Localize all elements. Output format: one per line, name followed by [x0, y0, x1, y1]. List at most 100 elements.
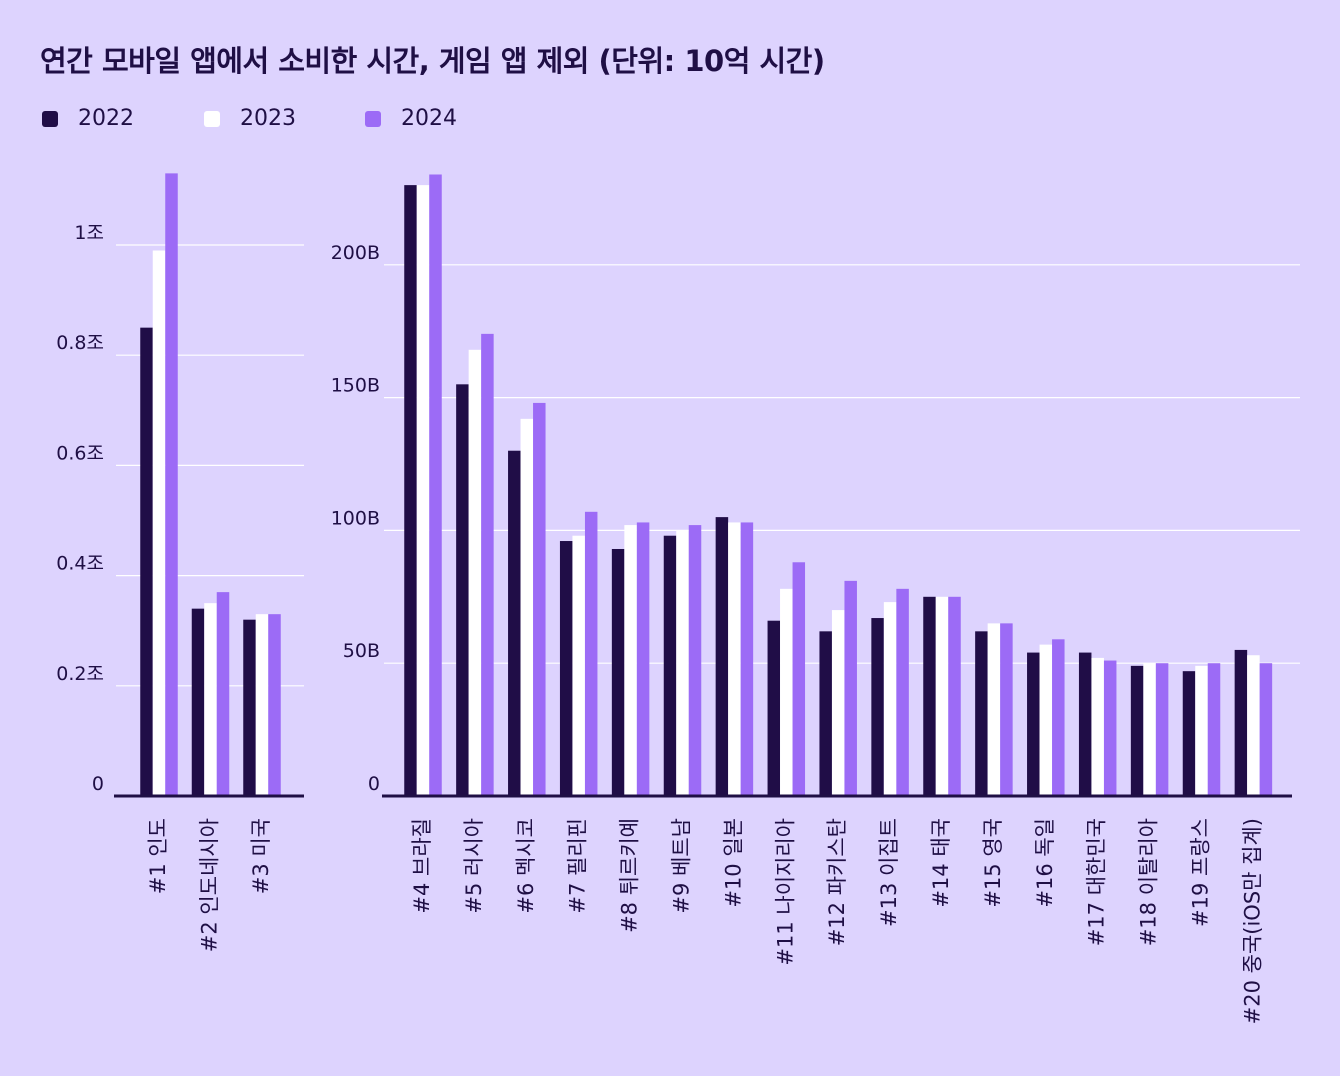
x-category-label: #19 프랑스 — [1189, 818, 1213, 927]
y-tick-label: 200B — [331, 242, 380, 264]
bar-2022-2 — [508, 450, 521, 796]
bar-2022-15 — [1182, 671, 1196, 796]
bar-2022-16 — [1234, 649, 1248, 796]
x-category-label: #14 태국 — [929, 818, 953, 908]
bar-2023-2 — [255, 614, 269, 796]
bar-2024-0 — [429, 174, 442, 797]
bar-2022-0 — [404, 185, 417, 796]
x-category-label: #9 베트남 — [670, 818, 694, 914]
x-category-label: #4 브라질 — [410, 818, 434, 914]
x-category-label: #7 필리핀 — [566, 818, 590, 914]
bar-2022-7 — [767, 620, 781, 796]
bar-2023-2 — [520, 418, 534, 796]
bar-2022-13 — [1078, 652, 1092, 796]
bar-2022-2 — [243, 619, 256, 796]
bar-2024-11 — [1000, 623, 1013, 796]
x-category-label: #2 인도네시아 — [198, 818, 222, 952]
y-tick-label: 0 — [368, 773, 380, 795]
legend-label-2024: 2024 — [401, 106, 457, 131]
bar-2023-8 — [831, 610, 845, 796]
bar-2023-9 — [883, 602, 897, 796]
bar-2024-1 — [481, 333, 494, 796]
bar-2024-7 — [792, 562, 806, 796]
bar-2023-13 — [1091, 657, 1104, 796]
bar-2023-0 — [416, 185, 430, 796]
bar-2024-2 — [268, 614, 281, 796]
x-category-label: #5 러시아 — [462, 818, 486, 914]
bar-2022-3 — [559, 541, 573, 796]
x-category-label: #6 멕시코 — [514, 818, 538, 914]
x-category-label: #20 중국(iOS만 집계) — [1240, 818, 1264, 1024]
x-category-label: #12 파키스탄 — [825, 818, 849, 946]
x-category-label: #1 인도 — [146, 818, 170, 894]
y-tick-label: 0.4조 — [56, 553, 104, 575]
bar-2022-10 — [923, 596, 936, 796]
bar-2024-5 — [688, 525, 702, 796]
x-category-label: #8 튀르키예 — [618, 818, 642, 933]
bar-2022-1 — [191, 608, 205, 796]
x-category-label: #16 독일 — [1033, 818, 1057, 908]
bar-2023-7 — [780, 588, 793, 796]
bar-2023-1 — [204, 603, 217, 796]
x-category-label: #15 영국 — [981, 818, 1005, 908]
y-tick-label: 150B — [331, 375, 380, 397]
bar-2024-3 — [584, 511, 598, 796]
bar-2023-4 — [624, 525, 637, 796]
bar-2022-12 — [1027, 652, 1040, 796]
legend-swatch-2023 — [204, 110, 220, 127]
bar-2024-12 — [1052, 639, 1065, 796]
legend-item-2023: 2023 — [204, 106, 296, 131]
bar-2023-14 — [1143, 663, 1156, 796]
bar-2023-12 — [1039, 644, 1053, 796]
bar-2023-6 — [728, 522, 741, 796]
bar-2022-1 — [456, 384, 469, 796]
bar-2024-10 — [948, 596, 961, 796]
bar-2022-5 — [663, 535, 677, 796]
bar-2023-15 — [1195, 665, 1208, 796]
x-category-label: #18 이탈리아 — [1137, 818, 1161, 946]
bar-2024-13 — [1103, 660, 1117, 796]
bar-2023-5 — [676, 530, 689, 796]
bar-2023-10 — [935, 596, 949, 796]
x-category-label: #10 일본 — [721, 818, 745, 908]
bar-2022-0 — [140, 327, 153, 796]
bar-2024-14 — [1155, 663, 1169, 796]
y-tick-label: 1조 — [74, 222, 104, 244]
bar-2024-6 — [740, 522, 754, 796]
legend-label-2022: 2022 — [78, 106, 134, 131]
bar-2024-9 — [896, 588, 909, 796]
y-tick-label: 0 — [92, 773, 104, 795]
bar-2022-14 — [1130, 665, 1144, 796]
y-tick-label: 0.6조 — [56, 442, 104, 464]
bar-2022-9 — [871, 618, 884, 796]
x-category-label: #13 이집트 — [877, 818, 901, 927]
legend-swatch-2024 — [365, 110, 381, 127]
bar-2024-16 — [1259, 663, 1273, 796]
bar-2022-4 — [611, 548, 625, 796]
bar-2024-1 — [216, 592, 230, 796]
bar-2023-0 — [152, 250, 166, 796]
bar-2024-15 — [1207, 663, 1221, 796]
bar-2022-8 — [819, 631, 832, 796]
y-tick-label: 0.8조 — [56, 332, 104, 354]
bar-2023-3 — [572, 535, 585, 796]
y-tick-label: 50B — [343, 640, 380, 662]
x-category-label: #17 대한민국 — [1085, 818, 1109, 946]
legend-item-2024: 2024 — [365, 106, 457, 131]
bar-2023-11 — [987, 623, 1001, 796]
y-tick-label: 100B — [331, 507, 380, 529]
bar-2024-2 — [533, 402, 546, 796]
bar-2024-4 — [636, 522, 650, 796]
legend-swatch-2022 — [42, 110, 58, 127]
bar-2024-0 — [165, 173, 178, 796]
bar-2023-16 — [1247, 655, 1260, 796]
legend-label-2023: 2023 — [240, 106, 296, 131]
bar-2024-8 — [844, 580, 857, 796]
x-category-label: #11 나이지리아 — [773, 818, 797, 966]
legend-item-2022: 2022 — [42, 106, 134, 131]
bar-2023-1 — [468, 349, 482, 796]
bar-2022-6 — [715, 517, 729, 796]
x-category-label: #3 미국 — [249, 818, 273, 894]
bar-2022-11 — [975, 631, 988, 796]
